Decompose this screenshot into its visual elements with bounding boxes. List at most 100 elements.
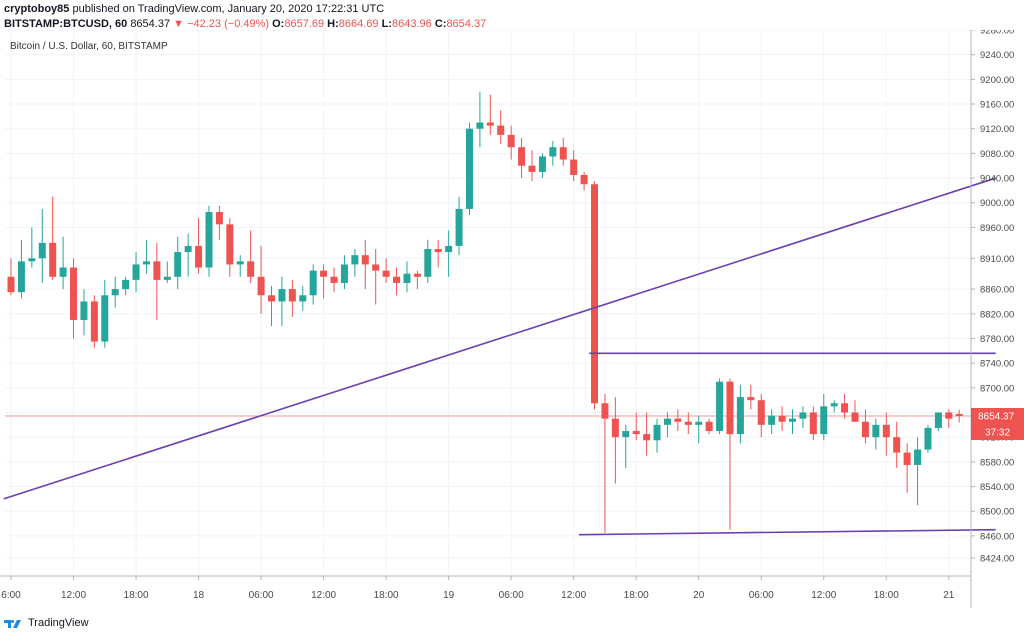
price-tag [971, 407, 1024, 424]
candle [518, 137, 526, 179]
candle [90, 295, 98, 348]
candles [7, 91, 963, 533]
y-tick-label: 9280.00 [980, 30, 1014, 37]
author-name[interactable]: cryptoboy85 [4, 3, 70, 15]
candle [726, 378, 734, 530]
x-tick-label: 18 [193, 590, 205, 601]
candle-body [268, 295, 275, 302]
candle [945, 409, 953, 428]
high-value: 8664.69 [338, 18, 379, 30]
candle [716, 378, 724, 435]
candle [184, 233, 192, 277]
candle-body [914, 449, 922, 465]
candle-body [643, 434, 651, 441]
candle [70, 258, 78, 339]
y-tick-label: 9000.00 [980, 198, 1014, 209]
candle-body [174, 252, 182, 277]
x-tick-label: 20 [693, 590, 705, 601]
price-chart[interactable]: Bitcoin / U.S. Dollar, 60, BITSTAMP 8424… [0, 30, 1024, 608]
candle-body [205, 212, 213, 268]
candle-body [153, 261, 161, 280]
candle-body [80, 301, 88, 320]
x-tick-label: 06:00 [499, 590, 524, 601]
y-tick-label: 8960.00 [980, 223, 1014, 234]
candle-body [59, 267, 67, 277]
candle [455, 196, 463, 256]
high-label: H: [327, 18, 339, 30]
candle-body [7, 276, 15, 293]
candle [268, 286, 275, 327]
candle-body [736, 397, 744, 435]
candle-body [309, 270, 317, 296]
price-tags: 8654.37 37:32 [971, 407, 1024, 440]
candle-body [38, 242, 46, 259]
candle-body [632, 431, 640, 435]
y-tick-label: 8910.00 [980, 254, 1014, 265]
candle [445, 230, 453, 277]
candle [893, 421, 901, 469]
candle-body [361, 255, 369, 265]
candle-body [789, 418, 796, 422]
x-tick-label: 19 [443, 590, 455, 601]
candle [153, 242, 161, 320]
candle [38, 208, 46, 283]
candle [17, 239, 25, 299]
candle-body [861, 421, 869, 438]
y-tick-label: 9080.00 [980, 149, 1014, 160]
candle [580, 171, 588, 191]
candle [80, 289, 88, 336]
candle-body [163, 276, 171, 280]
candle-body [320, 270, 328, 277]
y-tick-label: 8460.00 [980, 531, 1014, 542]
trendlines[interactable] [3, 177, 996, 536]
candle [684, 412, 692, 435]
candle-body [674, 418, 682, 422]
ascending-trendline[interactable] [3, 177, 996, 500]
candle [278, 276, 286, 327]
candle [820, 394, 828, 441]
low-label: L: [381, 18, 392, 30]
footer-brand[interactable]: TradingView [4, 617, 89, 629]
candle-body [288, 289, 296, 302]
y-tick-label: 9160.00 [980, 100, 1014, 111]
candle-body [236, 261, 244, 265]
candle-body [132, 264, 140, 280]
candle [351, 249, 359, 277]
candle-body [716, 381, 724, 432]
x-tick-label: 18:00 [874, 590, 899, 601]
candle [882, 412, 890, 456]
close-value: 8654.37 [446, 18, 487, 30]
candle-body [653, 424, 661, 441]
candle [663, 412, 671, 438]
candle [205, 205, 213, 277]
candle-body [611, 418, 619, 438]
candle [49, 196, 57, 280]
candle-body [601, 403, 609, 419]
candle [914, 437, 922, 506]
price-axis[interactable]: 8424.008460.008500.008540.008580.008620.… [970, 30, 1014, 608]
candle [132, 252, 140, 293]
candle-body [28, 258, 36, 262]
candle-body [799, 412, 807, 419]
candle [705, 418, 713, 435]
candle-body [413, 273, 421, 277]
candle [247, 230, 255, 283]
candle [424, 239, 432, 283]
candle-body [382, 270, 390, 277]
candle [486, 94, 494, 135]
candle-body [757, 400, 765, 425]
candle [528, 150, 536, 182]
candle-body [195, 245, 203, 268]
candle [465, 122, 473, 216]
y-tick-label: 9040.00 [980, 174, 1014, 185]
candle-body [465, 128, 473, 209]
candle-body [424, 249, 432, 277]
candle-body [111, 289, 119, 296]
range-bottom-line[interactable] [578, 528, 996, 536]
candle-body [705, 421, 713, 432]
time-axis[interactable]: 6:00 12:00 18:00 18 06:00 12:00 18:00 19 06:00 12… [0, 575, 971, 601]
candle-body [445, 245, 453, 253]
candle [497, 110, 505, 145]
candle-body [851, 412, 859, 422]
symbol-label: BITSTAMP:BTCUSD, 60 [4, 18, 128, 30]
